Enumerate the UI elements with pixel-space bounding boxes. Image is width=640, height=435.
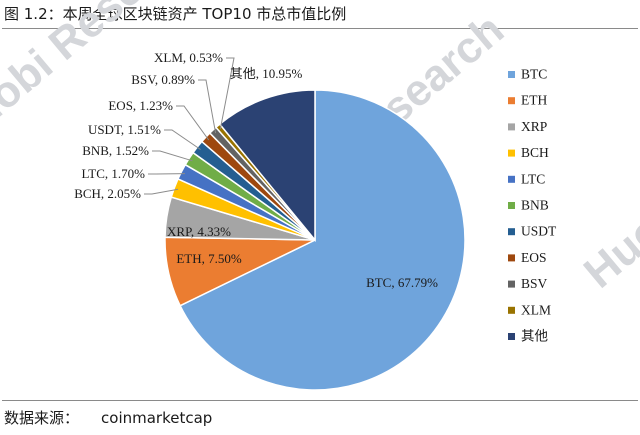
source-value: coinmarketcap bbox=[101, 409, 213, 427]
data-label-eth: ETH, 7.50% bbox=[176, 251, 242, 266]
legend-swatch-xlm bbox=[508, 306, 515, 314]
data-label-usdt: USDT, 1.51% bbox=[88, 122, 161, 137]
legend-swatch-bnb bbox=[508, 202, 515, 209]
legend-swatch-ltc bbox=[508, 175, 515, 183]
data-label-bnb: BNB, 1.52% bbox=[82, 143, 149, 158]
legend-label-usdt: USDT bbox=[521, 224, 557, 239]
legend-label-bch: BCH bbox=[521, 145, 549, 160]
leader-line-usdt bbox=[164, 129, 201, 150]
legend-label-bsv: BSV bbox=[521, 276, 548, 291]
data-label-xrp: XRP, 4.33% bbox=[167, 224, 231, 239]
legend-label-ltc: LTC bbox=[521, 171, 545, 186]
leader-lines bbox=[144, 57, 235, 195]
figure-title: 图 1.2：本周全球区块链资产 TOP10 市总市值比例 bbox=[4, 5, 347, 23]
bottom-divider bbox=[2, 400, 638, 401]
data-label-ltc: LTC, 1.70% bbox=[82, 166, 146, 181]
legend-swatch-eth bbox=[508, 97, 515, 105]
leader-line-bsv bbox=[198, 79, 217, 134]
legend: BTC ETH XRP BCH LTC BNB USDT EOS BSV XLM 其他 bbox=[508, 67, 557, 344]
data-label-bsv: BSV, 0.89% bbox=[131, 72, 195, 87]
legend-label-eos: EOS bbox=[521, 250, 547, 265]
source-note: 数据来源： coinmarketcap bbox=[4, 406, 212, 430]
legend-swatch-bch bbox=[508, 149, 515, 157]
legend-label-bnb: BNB bbox=[521, 198, 549, 213]
legend-swatch-eos bbox=[508, 254, 515, 262]
data-label-eos: EOS, 1.23% bbox=[108, 98, 173, 113]
data-label-btc: BTC, 67.79% bbox=[366, 275, 438, 290]
legend-label-xrp: XRP bbox=[521, 119, 547, 134]
legend-label-xlm: XLM bbox=[521, 302, 551, 317]
data-label-other: 其他, 10.95% bbox=[230, 66, 303, 81]
legend-label-btc: BTC bbox=[521, 67, 547, 82]
data-labels: BTC, 67.79% ETH, 7.50% XRP, 4.33% BCH, 2.05… bbox=[74, 50, 438, 290]
data-label-xlm: XLM, 0.53% bbox=[154, 50, 223, 65]
pie-slices bbox=[164, 89, 466, 391]
legend-label-eth: ETH bbox=[521, 93, 547, 108]
watermark-text: Huobi Research bbox=[575, 45, 640, 298]
data-label-bch: BCH, 2.05% bbox=[74, 186, 141, 201]
leader-line-eos bbox=[176, 105, 210, 141]
legend-swatch-usdt bbox=[508, 228, 515, 236]
legend-swatch-btc bbox=[508, 71, 515, 78]
slice-other bbox=[218, 89, 316, 243]
leader-line-bnb bbox=[152, 150, 193, 162]
slice-btc bbox=[179, 89, 466, 391]
legend-swatch-bsv bbox=[508, 280, 515, 288]
source-label: 数据来源： bbox=[4, 409, 80, 427]
legend-swatch-xrp bbox=[508, 123, 515, 131]
top-divider bbox=[2, 28, 638, 29]
leader-line-bch bbox=[144, 188, 179, 195]
legend-swatch-other bbox=[508, 333, 515, 340]
leader-line-xlm bbox=[219, 57, 235, 129]
legend-label-other: 其他 bbox=[521, 329, 548, 344]
